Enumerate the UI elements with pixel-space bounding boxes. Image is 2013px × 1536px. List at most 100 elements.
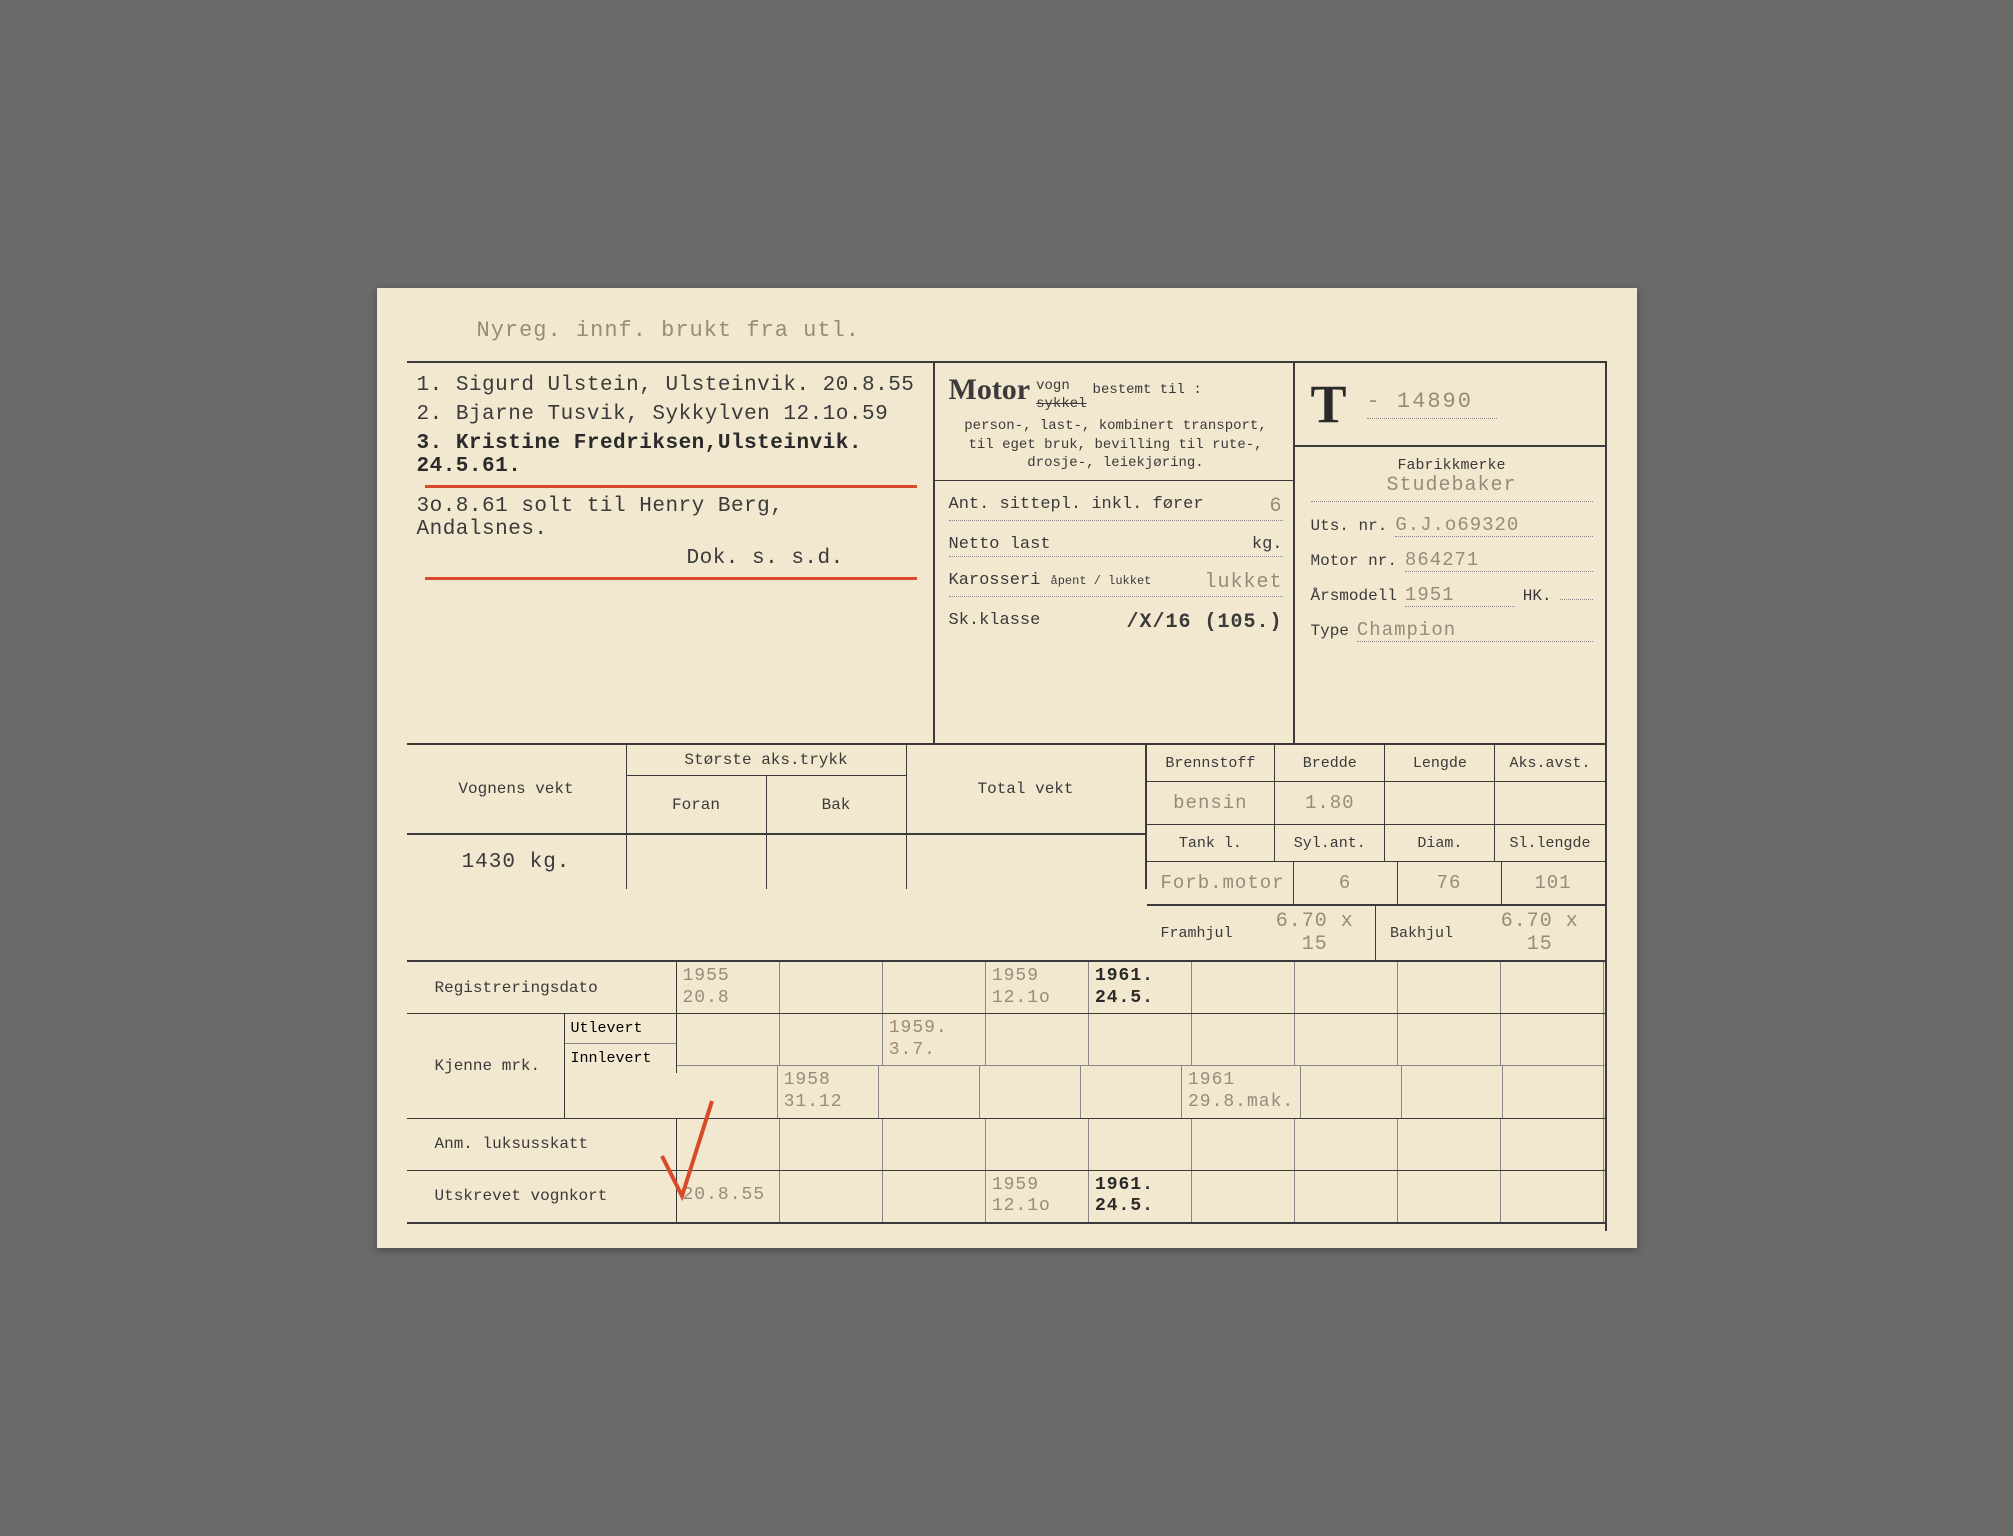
lengde-label: Lengde [1385,745,1495,781]
table-cell [986,1119,1089,1170]
owner-row: 3. Kristine Fredriksen,Ulsteinvik. 24.5.… [407,429,927,481]
brennstoff-label: Brennstoff [1147,745,1276,781]
skklasse-field: Sk.klasse /X/16 (105.) [949,611,1283,636]
table-cell [883,1119,986,1170]
table-cell [1402,1066,1503,1117]
table-cell: 195831.12 [778,1066,879,1117]
red-underline [425,577,917,580]
motor-vogn: vogn [1036,378,1070,394]
table-cell: 1959.3.7. [883,1014,986,1065]
table-cell: 195520.8 [677,962,780,1013]
arsmodell-value: 1951 [1405,584,1515,607]
karosseri-label: Karosseri [949,571,1041,590]
owner-text: Kristine Fredriksen,Ulsteinvik. 24.5.61. [417,432,863,478]
kjenne-row: Kjenne mrk. Utlevert Innlevert 1959.3.7.… [407,1014,1605,1118]
tank-label: Tank l. [1147,825,1276,861]
motornr-label: Motor nr. [1311,552,1397,570]
table-cell [1295,962,1398,1013]
utskrevet-label: Utskrevet vognkort [407,1171,677,1222]
sale-note-2: Dok. s. s.d. [407,544,927,573]
table-cell [1503,1066,1604,1117]
utsnr-label: Uts. nr. [1311,517,1388,535]
table-cell [1301,1066,1402,1117]
table-cell [1295,1171,1398,1222]
diam-label: Diam. [1385,825,1495,861]
sllengde-label: Sl.lengde [1495,825,1604,861]
owner-num: 1. [417,374,443,397]
regdato-row: Registreringsdato 195520.8 195912.1o1961.… [407,962,1605,1014]
foran-label: Foran [627,776,767,833]
netto-unit: kg. [1252,535,1283,554]
table-cell [980,1066,1081,1117]
motornr-value: 864271 [1405,549,1593,572]
header-note: Nyreg. innf. brukt fra utl. [477,318,1607,343]
owners-column: 1. Sigurd Ulstein, Ulsteinvik. 20.8.55 2… [407,363,935,743]
table-cell [1089,1014,1192,1065]
table-cell: 1961.24.5. [1089,962,1192,1013]
table-cell [1501,1119,1604,1170]
sittepl-value: 6 [1269,495,1282,518]
bredde-label: Bredde [1275,745,1385,781]
utsnr-field: Uts. nr. G.J.o69320 [1311,514,1593,537]
table-cell [1398,1014,1501,1065]
table-cell [1192,1171,1295,1222]
anm-row: Anm. luksusskatt [407,1119,1605,1171]
sittepl-field: Ant. sittepl. inkl. fører 6 [949,495,1283,521]
diam-value: 76 [1398,862,1502,904]
table-cell [677,1066,778,1117]
bredde-value: 1.80 [1275,782,1385,824]
table-cell [1089,1119,1192,1170]
skklasse-value: /X/16 (105.) [1126,611,1282,634]
regdato-label: Registreringsdato [407,962,677,1013]
red-underline [425,485,917,488]
weight-block: Vognens vekt Største aks.trykk Foran Bak… [407,745,1147,960]
table-cell [780,1014,883,1065]
netto-label: Netto last [949,535,1051,554]
table-cell [1501,1014,1604,1065]
utlevert-label: Utlevert [565,1014,677,1044]
table-cell [677,1119,780,1170]
sylant-value: 6 [1294,862,1398,904]
owner-row: 1. Sigurd Ulstein, Ulsteinvik. 20.8.55 [407,371,927,400]
table-cell [1398,962,1501,1013]
table-cell [677,1014,780,1065]
type-field: Type Champion [1311,619,1593,642]
main-frame: 1. Sigurd Ulstein, Ulsteinvik. 20.8.55 2… [407,361,1607,1231]
brennstoff-value: bensin [1147,782,1276,824]
type-value: Champion [1357,619,1593,642]
owner-num: 3. [417,432,443,455]
spec-table: Brennstoff Bredde Lengde Aks.avst. bensi… [1147,745,1605,960]
karosseri-field: Karosseri åpent / lukket lukket [949,571,1283,597]
table-cell [1192,962,1295,1013]
sllengde-value: 101 [1502,862,1605,904]
table-cell: 195912.1o [986,962,1089,1013]
skklasse-label: Sk.klasse [949,611,1041,634]
anm-label: Anm. luksusskatt [407,1119,677,1170]
total-label: Total vekt [907,745,1147,833]
reg-prefix: T [1311,373,1347,435]
kjenne-label: Kjenne mrk. [407,1014,565,1117]
arsmodell-label: Årsmodell [1311,587,1397,605]
table-cell [883,1171,986,1222]
motornr-field: Motor nr. 864271 [1311,549,1593,572]
utsnr-value: G.J.o69320 [1395,514,1592,537]
registration-column: T - 14890 Fabrikkmerke Studebaker Uts. n… [1295,363,1605,743]
bottom-table: Registreringsdato 195520.8195912.1o1961.… [407,960,1605,1224]
owner-text: Sigurd Ulstein, Ulsteinvik. 20.8.55 [456,374,915,397]
table-cell: 195912.1o [986,1171,1089,1222]
table-cell: 1961.24.5. [1089,1171,1192,1222]
owner-text: Bjarne Tusvik, Sykkylven 12.1o.59 [456,403,888,426]
aksavst-value [1495,782,1604,824]
spec-grid: Vognens vekt Største aks.trykk Foran Bak… [407,743,1605,960]
table-cell [1081,1066,1182,1117]
forbmotor-label: Forb.motor [1147,862,1294,904]
innlevert-label: Innlevert [565,1044,677,1073]
motor-bestemt: bestemt til : [1093,381,1202,399]
arsmodell-field: Årsmodell 1951 HK. [1311,584,1593,607]
type-label: Type [1311,622,1349,640]
owner-num: 2. [417,403,443,426]
owner-row: 2. Bjarne Tusvik, Sykkylven 12.1o.59 [407,400,927,429]
table-cell [883,962,986,1013]
table-cell [1295,1119,1398,1170]
lengde-value [1385,782,1495,824]
